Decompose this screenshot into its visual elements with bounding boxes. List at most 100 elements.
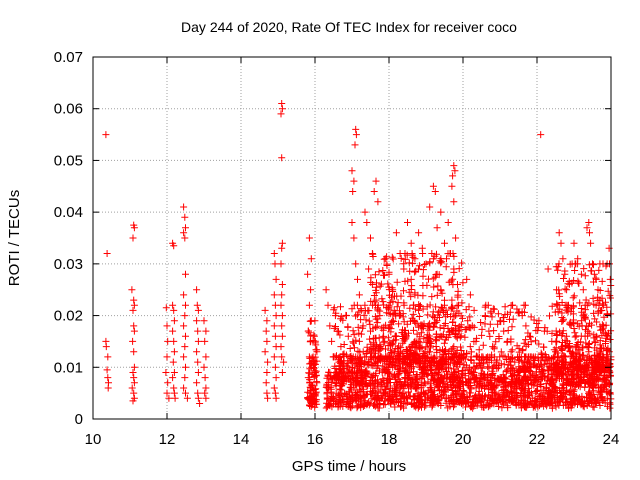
data-point <box>130 363 138 371</box>
data-point <box>600 384 608 392</box>
data-point <box>181 234 189 242</box>
data-point <box>577 377 585 385</box>
data-point <box>513 342 521 350</box>
data-point <box>360 311 368 319</box>
data-point <box>334 376 342 384</box>
data-point <box>460 388 468 396</box>
data-point <box>570 363 578 370</box>
data-point <box>337 343 345 351</box>
data-point <box>327 385 335 393</box>
data-point <box>422 389 430 397</box>
data-point <box>385 388 393 396</box>
data-point <box>417 329 425 337</box>
data-point <box>595 301 603 309</box>
data-point <box>588 383 596 391</box>
data-point <box>162 304 170 312</box>
data-point <box>128 286 136 294</box>
data-point <box>380 332 388 340</box>
data-point <box>373 400 381 408</box>
data-point <box>354 275 361 283</box>
data-point <box>600 344 608 352</box>
data-point <box>488 313 496 321</box>
data-point <box>470 359 478 367</box>
data-point <box>194 369 202 376</box>
x-tick-label: 12 <box>159 431 176 448</box>
data-point <box>406 374 414 382</box>
data-point <box>503 402 511 410</box>
data-point <box>365 401 373 409</box>
data-point <box>359 322 367 330</box>
data-point <box>528 381 536 388</box>
data-point <box>599 354 607 362</box>
data-point <box>435 333 443 341</box>
data-point <box>427 353 435 361</box>
data-point <box>339 374 347 382</box>
data-point <box>559 255 567 263</box>
data-point <box>181 374 189 382</box>
data-point <box>518 312 526 320</box>
data-point <box>481 312 489 320</box>
data-point <box>489 363 497 371</box>
data-point <box>596 348 604 356</box>
data-point <box>278 369 286 376</box>
data-point <box>559 371 567 379</box>
data-point <box>425 339 433 347</box>
data-point <box>396 307 403 315</box>
data-point <box>383 380 391 388</box>
data-point <box>442 394 450 402</box>
data-point <box>169 374 177 382</box>
data-point <box>337 381 345 389</box>
data-point <box>471 365 479 373</box>
data-point <box>504 327 512 334</box>
data-point <box>549 376 557 383</box>
data-point <box>576 299 584 307</box>
data-point <box>546 312 553 320</box>
data-point <box>535 356 542 364</box>
data-point <box>437 208 445 216</box>
data-point <box>342 351 350 359</box>
data-point <box>448 303 455 311</box>
data-point <box>594 286 602 294</box>
data-point <box>408 342 416 350</box>
data-point <box>356 348 364 356</box>
data-point <box>453 307 461 315</box>
data-point <box>357 316 365 324</box>
data-point <box>459 387 467 394</box>
data-point <box>519 364 527 372</box>
data-point <box>601 368 609 376</box>
data-point <box>362 379 370 387</box>
data-point <box>418 375 426 382</box>
data-point <box>333 327 341 335</box>
data-point <box>278 312 286 320</box>
data-point <box>365 317 373 325</box>
data-point <box>433 291 441 299</box>
data-point <box>181 343 189 351</box>
data-point <box>332 323 339 330</box>
data-point <box>278 239 286 247</box>
data-point <box>457 374 465 382</box>
data-point <box>556 328 564 336</box>
data-point <box>524 329 532 337</box>
data-point <box>341 389 349 397</box>
data-point <box>466 379 474 387</box>
data-point <box>362 350 370 357</box>
data-point <box>357 306 365 314</box>
data-point <box>594 363 602 371</box>
data-point <box>564 308 572 316</box>
data-point <box>597 326 605 334</box>
data-point <box>575 357 583 364</box>
data-point <box>448 296 456 304</box>
data-point <box>193 348 201 356</box>
data-point <box>601 399 609 407</box>
data-point <box>278 332 286 340</box>
data-point <box>414 391 422 399</box>
data-point <box>457 321 465 329</box>
data-point <box>511 358 519 366</box>
data-point <box>406 304 414 312</box>
data-point <box>202 384 210 392</box>
data-point <box>579 286 587 294</box>
data-point <box>570 239 578 247</box>
x-tick-label: 14 <box>233 431 250 448</box>
data-point <box>570 325 578 332</box>
